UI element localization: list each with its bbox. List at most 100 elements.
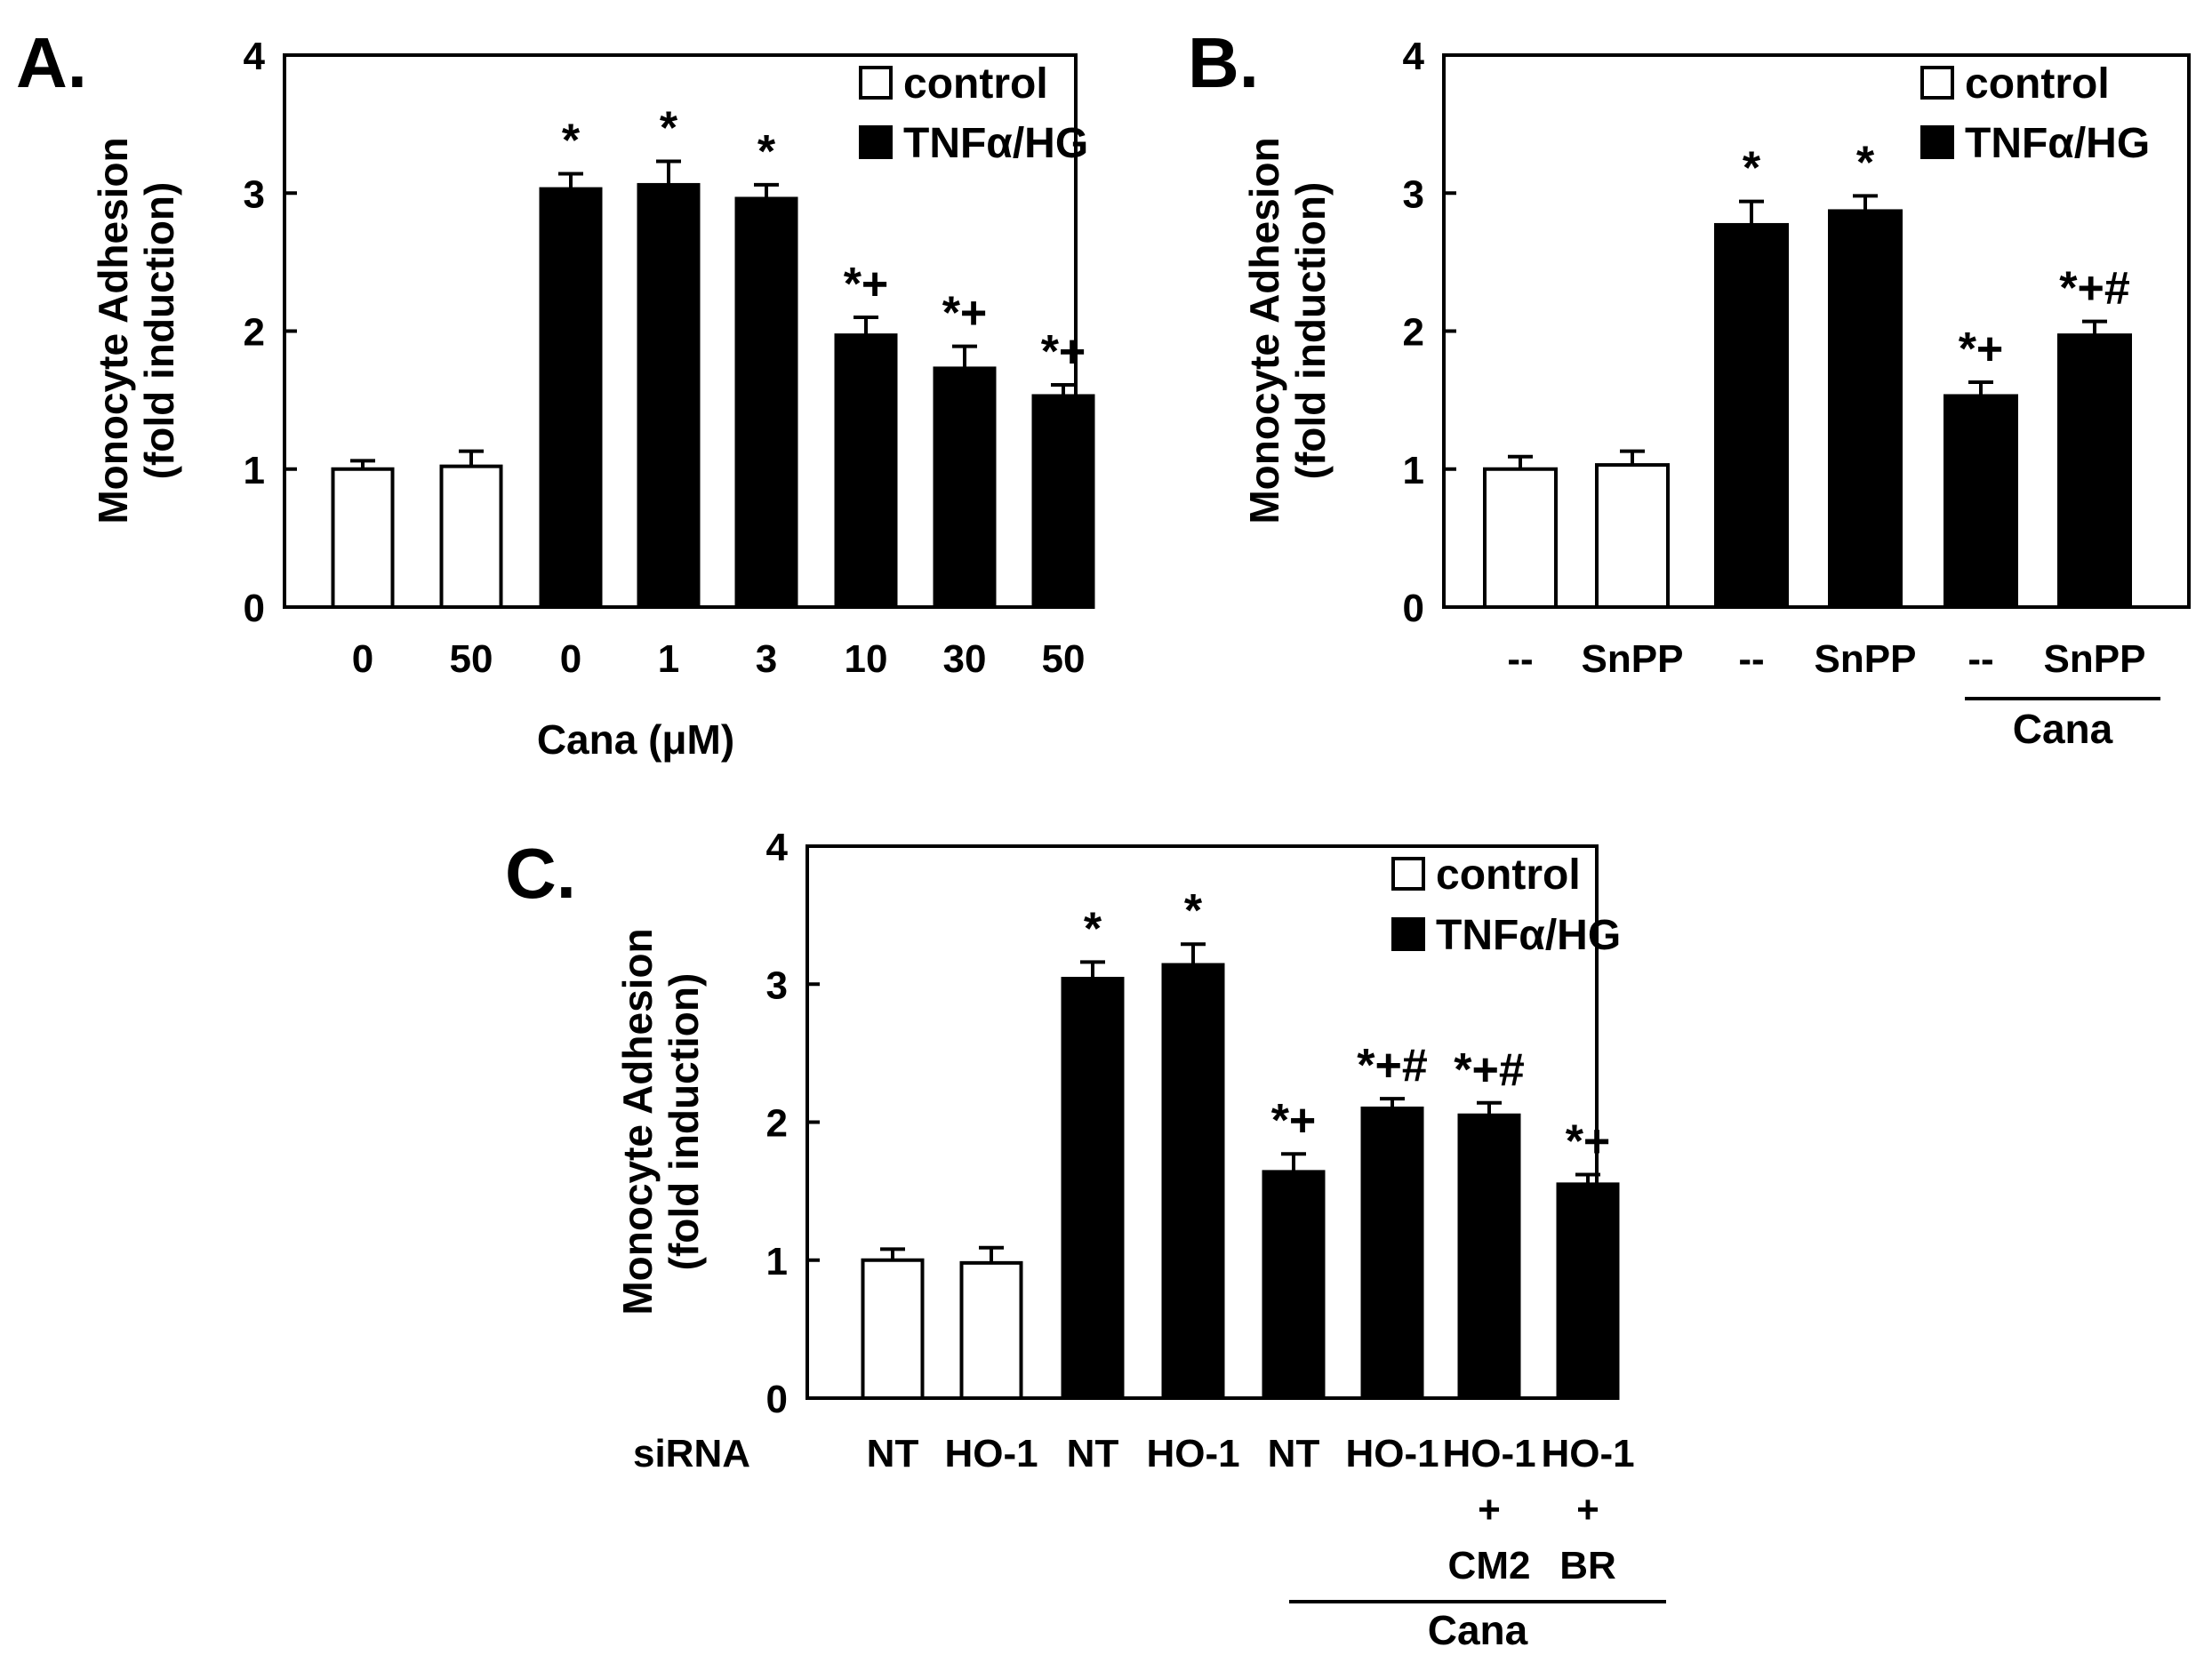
bar-control	[439, 464, 503, 610]
legend-swatch-tnf-hg	[1391, 917, 1425, 951]
bar-tnf-hg	[933, 366, 997, 609]
x-category-label: NT	[867, 1432, 919, 1475]
x-category-label: SnPP	[1815, 637, 1917, 681]
bar-control	[1595, 463, 1670, 610]
x-category-label: +	[1478, 1488, 1501, 1531]
sirna-row-label: siRNA	[633, 1432, 750, 1475]
x-category-label: HO-1	[1345, 1432, 1439, 1475]
y-tick-label: 4	[244, 35, 266, 78]
x-category-label: NT	[1268, 1432, 1320, 1475]
bar-control	[861, 1258, 925, 1400]
x-category-label: 0	[352, 637, 373, 681]
significance-label: *+	[1959, 324, 2004, 375]
legend-label: TNFα/HG	[1965, 120, 2150, 167]
y-tick-label: 0	[1403, 587, 1424, 630]
bar-tnf-hg	[1061, 977, 1125, 1401]
cana-bracket-label: Cana	[2013, 706, 2113, 752]
y-tick-label: 4	[766, 826, 789, 869]
x-category-label: SnPP	[1582, 637, 1684, 681]
y-tick-label: 2	[244, 311, 265, 355]
y-tick-label: 3	[766, 963, 788, 1007]
legend-swatch-control	[1920, 66, 1954, 100]
bar-control	[331, 467, 395, 609]
y-tick-label: 0	[766, 1378, 788, 1421]
bar-control	[959, 1260, 1023, 1400]
legend-label: TNFα/HG	[903, 120, 1088, 167]
y-axis-label-line: (fold induction)	[136, 182, 182, 480]
significance-label: *	[1856, 137, 1875, 188]
y-tick-label: 1	[766, 1240, 788, 1283]
x-category-label: SnPP	[2044, 637, 2146, 681]
x-category-label: 50	[450, 637, 493, 681]
y-axis-label-line: Monocyte Adhesion	[90, 137, 136, 524]
legend-swatch-control	[1391, 857, 1425, 891]
x-category-label: 30	[943, 637, 987, 681]
bar-tnf-hg	[834, 333, 898, 609]
bar-control	[1483, 467, 1558, 609]
x-category-label: +	[1576, 1488, 1599, 1531]
x-category-label: --	[1968, 637, 1993, 681]
significance-label: *+	[942, 288, 988, 340]
panel-c: C. Monocyte Adhesion(fold induction) 0 1 2 3 4…	[505, 826, 1666, 1653]
x-category-label: NT	[1067, 1432, 1119, 1475]
y-tick-label: 2	[766, 1102, 788, 1146]
x-category-label: 0	[560, 637, 581, 681]
significance-label: *+	[1566, 1115, 1611, 1167]
x-category-label: 50	[1042, 637, 1086, 681]
bar-tnf-hg	[1360, 1106, 1424, 1400]
significance-label: *	[660, 103, 678, 155]
bar-tnf-hg	[1556, 1182, 1620, 1401]
x-category-label: 3	[756, 637, 777, 681]
legend-swatch-tnf-hg	[1920, 125, 1954, 159]
bar-tnf-hg	[1457, 1113, 1521, 1401]
bar-tnf-hg	[1944, 394, 2018, 609]
bar-tnf-hg	[637, 182, 701, 609]
bar-tnf-hg	[539, 187, 603, 609]
legend-swatch-tnf-hg	[859, 125, 893, 159]
significance-label: *+	[844, 259, 889, 310]
x-category-label: 1	[658, 637, 679, 681]
significance-label: *+#	[1454, 1044, 1525, 1096]
x-category-label: --	[1738, 637, 1764, 681]
y-axis-label-line: Monocyte Adhesion	[1241, 137, 1287, 524]
significance-label: *	[1084, 903, 1102, 955]
x-category-label: --	[1507, 637, 1533, 681]
y-tick-label: 0	[244, 587, 265, 630]
panel-c-y-axis-label: Monocyte Adhesion(fold induction)	[614, 928, 707, 1315]
panel-a-y-axis-label: Monocyte Adhesion(fold induction)	[90, 137, 182, 524]
y-tick-label: 3	[1403, 172, 1424, 216]
x-category-label: HO-1	[944, 1432, 1038, 1475]
significance-label: *+#	[1357, 1040, 1428, 1091]
legend-label: control	[903, 60, 1048, 108]
significance-label: *+	[1041, 326, 1086, 378]
y-tick-label: 2	[1403, 311, 1424, 355]
x-category-label: BR	[1559, 1544, 1616, 1587]
bar-tnf-hg	[2057, 333, 2132, 609]
significance-label: *+	[1271, 1095, 1317, 1147]
significance-label: *	[757, 126, 776, 178]
y-axis-label-line: (fold induction)	[661, 973, 707, 1271]
significance-label: *	[562, 116, 581, 167]
x-category-label: 10	[845, 637, 888, 681]
panel-c-letter: C.	[505, 834, 576, 913]
panel-b-y-axis-label: Monocyte Adhesion(fold induction)	[1241, 137, 1334, 524]
bar-tnf-hg	[1828, 209, 1903, 609]
significance-label: *+#	[2059, 263, 2130, 315]
significance-label: *	[1743, 143, 1761, 195]
y-tick-label: 4	[1403, 35, 1425, 78]
x-category-label: HO-1	[1442, 1432, 1535, 1475]
legend-label: control	[1965, 60, 2110, 108]
bar-tnf-hg	[1161, 963, 1225, 1400]
panel-b: B. Monocyte Adhesion(fold induction) 0 1 2 3 4…	[1188, 23, 2191, 752]
panel-a-x-axis-label: Cana (μM)	[537, 716, 734, 763]
x-category-label: HO-1	[1146, 1432, 1239, 1475]
bar-tnf-hg	[1262, 1170, 1326, 1401]
legend-label: control	[1436, 851, 1581, 899]
bar-tnf-hg	[1031, 394, 1095, 609]
y-axis-label-line: Monocyte Adhesion	[614, 928, 661, 1315]
x-category-label: CM2	[1448, 1544, 1531, 1587]
legend-label: TNFα/HG	[1436, 912, 1621, 959]
panel-a-letter: A.	[16, 23, 87, 102]
panel-b-letter: B.	[1188, 23, 1259, 102]
legend-swatch-control	[859, 66, 893, 100]
